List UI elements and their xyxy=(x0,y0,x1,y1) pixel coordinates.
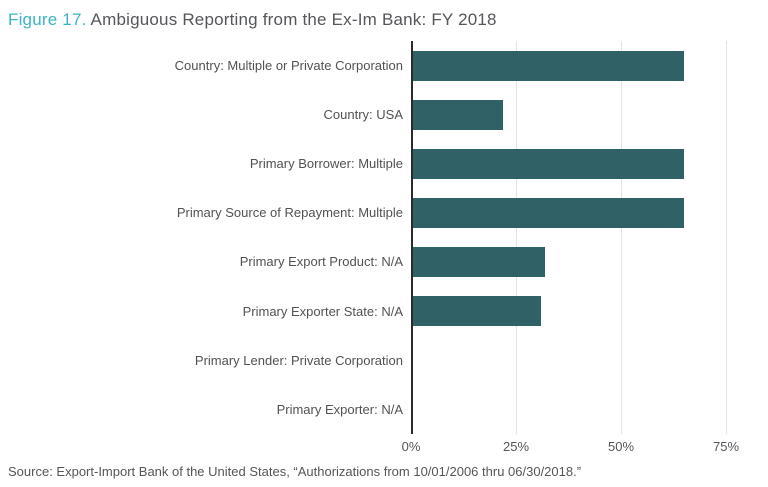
y-axis-line xyxy=(411,41,413,434)
category-label: Country: Multiple or Private Corporation xyxy=(174,58,403,74)
bar-row xyxy=(411,237,747,286)
bar-row xyxy=(411,336,747,385)
figure-title: Figure 17. Ambiguous Reporting from the … xyxy=(0,0,768,30)
bar-row xyxy=(411,90,747,139)
category-label: Primary Exporter: N/A xyxy=(276,401,403,417)
x-tick-25%: 25% xyxy=(502,438,530,454)
x-tick-0%: 0% xyxy=(401,438,421,454)
bar xyxy=(411,246,546,277)
bar xyxy=(411,296,542,327)
x-tick-50%: 50% xyxy=(607,438,635,454)
category-labels-column: Country: Multiple or Private Corporation… xyxy=(0,41,411,434)
source-note: Source: Export-Import Bank of the United… xyxy=(8,463,582,479)
bar xyxy=(411,50,684,81)
category-label: Primary Export Product: N/A xyxy=(239,254,403,270)
bar-row xyxy=(411,286,747,335)
x-axis-spacer xyxy=(0,434,411,454)
figure-number-label: Figure 17. xyxy=(8,10,87,29)
gridline-50% xyxy=(621,41,622,434)
x-axis: 0% 25% 50% 75% xyxy=(0,434,768,454)
bar xyxy=(411,99,504,130)
category-label: Primary Borrower: Multiple xyxy=(249,156,403,172)
category-label: Primary Exporter State: N/A xyxy=(242,303,403,319)
x-axis-tick-labels: 0% 25% 50% 75% xyxy=(402,434,747,454)
bar-row xyxy=(411,188,747,237)
category-label: Primary Source of Repayment: Multiple xyxy=(176,205,403,221)
bar-row xyxy=(411,41,747,90)
figure-title-text: Ambiguous Reporting from the Ex-Im Bank:… xyxy=(90,10,497,29)
x-tick-75%: 75% xyxy=(712,438,740,454)
bar-row xyxy=(411,139,747,188)
plot-area xyxy=(411,41,747,434)
gridline-75% xyxy=(726,41,727,434)
bar-chart: Country: Multiple or Private Corporation… xyxy=(0,41,768,434)
bar-row xyxy=(411,385,747,434)
gridline-25% xyxy=(516,41,517,434)
bar xyxy=(411,148,684,179)
bar xyxy=(411,197,684,228)
category-label: Primary Lender: Private Corporation xyxy=(194,352,403,368)
category-label: Country: USA xyxy=(323,107,403,123)
